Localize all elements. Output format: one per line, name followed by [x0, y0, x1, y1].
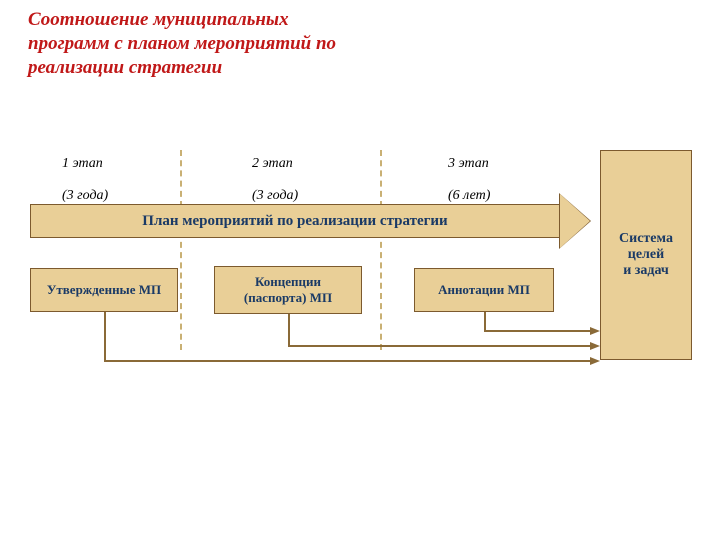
connector-arrowhead-icon-0 — [590, 327, 600, 335]
connector-hline-2 — [104, 360, 590, 362]
connector-hline-1 — [288, 345, 590, 347]
connector-arrowhead-icon-2 — [590, 357, 600, 365]
connector-vline-0 — [484, 312, 486, 330]
connector-arrowhead-icon-1 — [590, 342, 600, 350]
connector-vline-1 — [288, 314, 290, 345]
connectors-layer — [0, 0, 720, 540]
page-root: Соотношение муниципальных программ с пла… — [0, 0, 720, 540]
connector-vline-2 — [104, 312, 106, 360]
connector-hline-0 — [484, 330, 590, 332]
